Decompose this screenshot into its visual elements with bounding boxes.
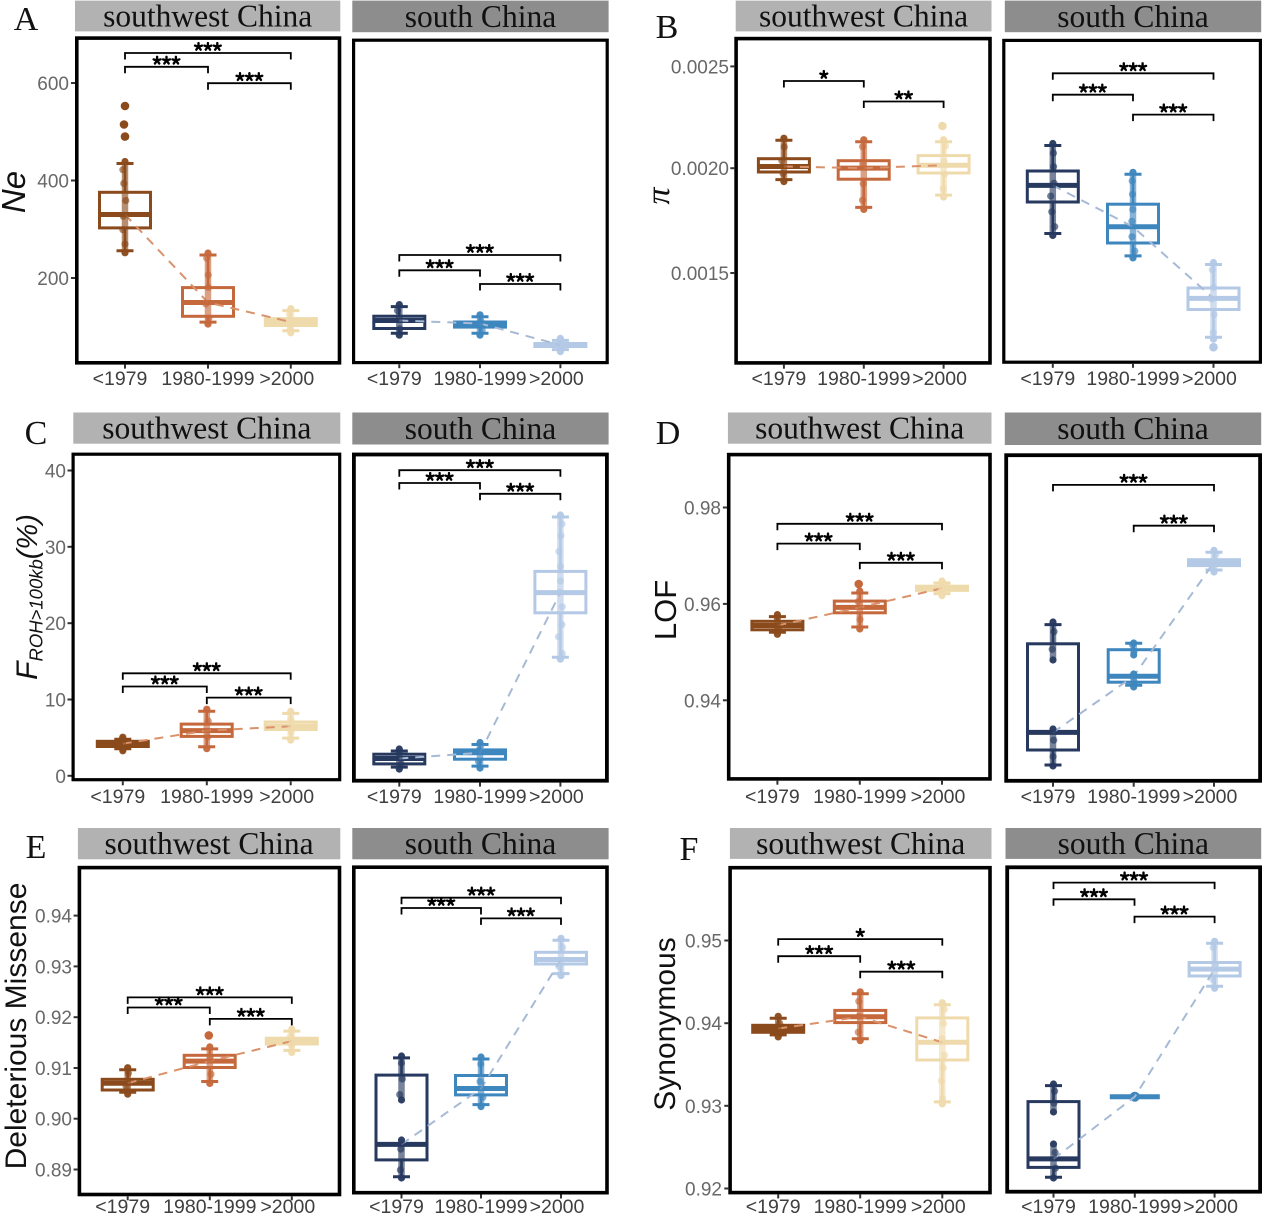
svg-text:0.95: 0.95 (685, 932, 722, 953)
svg-text:0.92: 0.92 (35, 1008, 72, 1029)
svg-text:southwest China: southwest China (759, 0, 968, 34)
svg-text:0.93: 0.93 (35, 957, 72, 978)
svg-text:1980-1999: 1980-1999 (433, 368, 526, 390)
svg-text:FROH>100kb(%): FROH>100kb(%) (11, 514, 47, 680)
svg-text:<1979: <1979 (1020, 368, 1075, 390)
svg-text:>2000: >2000 (529, 368, 584, 390)
svg-text:0.93: 0.93 (685, 1097, 722, 1118)
svg-text:>2000: >2000 (260, 1196, 315, 1218)
svg-text:>2000: >2000 (1183, 786, 1238, 808)
svg-text:>2000: >2000 (529, 786, 584, 808)
svg-text:C: C (25, 415, 48, 452)
svg-text:40: 40 (45, 462, 66, 483)
svg-text:1980-1999: 1980-1999 (160, 786, 253, 808)
svg-text:southwest China: southwest China (103, 0, 312, 34)
svg-text:<1979: <1979 (93, 368, 148, 390)
svg-text:D: D (656, 415, 681, 452)
svg-text:>2000: >2000 (530, 1196, 585, 1218)
svg-text:200: 200 (37, 269, 69, 290)
svg-text:1980-1999: 1980-1999 (1088, 1196, 1181, 1218)
svg-text:0.90: 0.90 (35, 1110, 72, 1131)
svg-text:1980-1999: 1980-1999 (1086, 368, 1179, 390)
svg-text:1980-1999: 1980-1999 (433, 786, 526, 808)
svg-text:0.0025: 0.0025 (671, 57, 729, 78)
svg-text:southwest China: southwest China (755, 411, 964, 446)
svg-text:southwest China: southwest China (756, 826, 965, 861)
svg-text:0.94: 0.94 (684, 691, 721, 712)
svg-text:southwest China: southwest China (102, 411, 311, 446)
svg-text:LOF: LOF (648, 580, 683, 640)
svg-text:<1979: <1979 (367, 786, 422, 808)
svg-text:south China: south China (405, 411, 556, 446)
svg-text:>2000: >2000 (259, 786, 314, 808)
svg-text:600: 600 (37, 74, 69, 95)
svg-text:1980-1999: 1980-1999 (1087, 786, 1180, 808)
svg-text:0.94: 0.94 (35, 907, 72, 928)
svg-text:B: B (656, 9, 679, 46)
svg-text:southwest China: southwest China (105, 826, 314, 861)
svg-text:E: E (26, 829, 47, 866)
svg-text:0.89: 0.89 (35, 1161, 72, 1182)
svg-text:>2000: >2000 (911, 1196, 966, 1218)
svg-text:1980-1999: 1980-1999 (814, 1196, 907, 1218)
svg-text:0.92: 0.92 (685, 1180, 722, 1201)
svg-text:<1979: <1979 (90, 786, 145, 808)
svg-text:<1979: <1979 (95, 1196, 150, 1218)
svg-text:π: π (640, 187, 677, 205)
svg-text:>2000: >2000 (1182, 368, 1237, 390)
svg-text:F: F (680, 831, 699, 868)
svg-text:0.94: 0.94 (685, 1014, 722, 1035)
svg-text:Deleterious Missense: Deleterious Missense (0, 883, 33, 1170)
svg-text:10: 10 (45, 691, 66, 712)
svg-text:1980-1999: 1980-1999 (161, 368, 254, 390)
svg-text:<1979: <1979 (745, 786, 800, 808)
svg-text:>2000: >2000 (1183, 1196, 1238, 1218)
svg-text:0.0015: 0.0015 (671, 264, 729, 285)
svg-text:0.0020: 0.0020 (671, 159, 729, 180)
svg-text:30: 30 (45, 538, 66, 559)
svg-text:1980-1999: 1980-1999 (813, 786, 906, 808)
svg-text:south China: south China (1057, 411, 1208, 446)
svg-text:1980-1999: 1980-1999 (163, 1196, 256, 1218)
svg-text:<1979: <1979 (752, 368, 807, 390)
svg-text:0: 0 (55, 767, 66, 788)
svg-text:south China: south China (1057, 0, 1208, 34)
svg-text:<1979: <1979 (369, 1196, 424, 1218)
svg-text:Synonymous: Synonymous (649, 937, 682, 1110)
svg-text:south China: south China (1058, 826, 1209, 861)
svg-text:1980-1999: 1980-1999 (434, 1196, 527, 1218)
svg-text:<1979: <1979 (367, 368, 422, 390)
svg-text:<1979: <1979 (746, 1196, 801, 1218)
svg-text:0.96: 0.96 (684, 595, 721, 616)
svg-text:A: A (14, 1, 39, 38)
svg-text:Ne: Ne (0, 171, 32, 213)
svg-text:<1979: <1979 (1021, 786, 1076, 808)
svg-text:0.91: 0.91 (35, 1059, 72, 1080)
svg-text:>2000: >2000 (911, 786, 966, 808)
svg-text:>2000: >2000 (912, 368, 967, 390)
svg-text:400: 400 (37, 172, 69, 193)
svg-text:south China: south China (405, 0, 556, 34)
svg-text:20: 20 (45, 614, 66, 635)
svg-text:0.98: 0.98 (684, 499, 721, 520)
svg-text:1980-1999: 1980-1999 (817, 368, 910, 390)
svg-text:>2000: >2000 (259, 368, 314, 390)
svg-text:south China: south China (405, 826, 556, 861)
svg-text:<1979: <1979 (1021, 1196, 1076, 1218)
